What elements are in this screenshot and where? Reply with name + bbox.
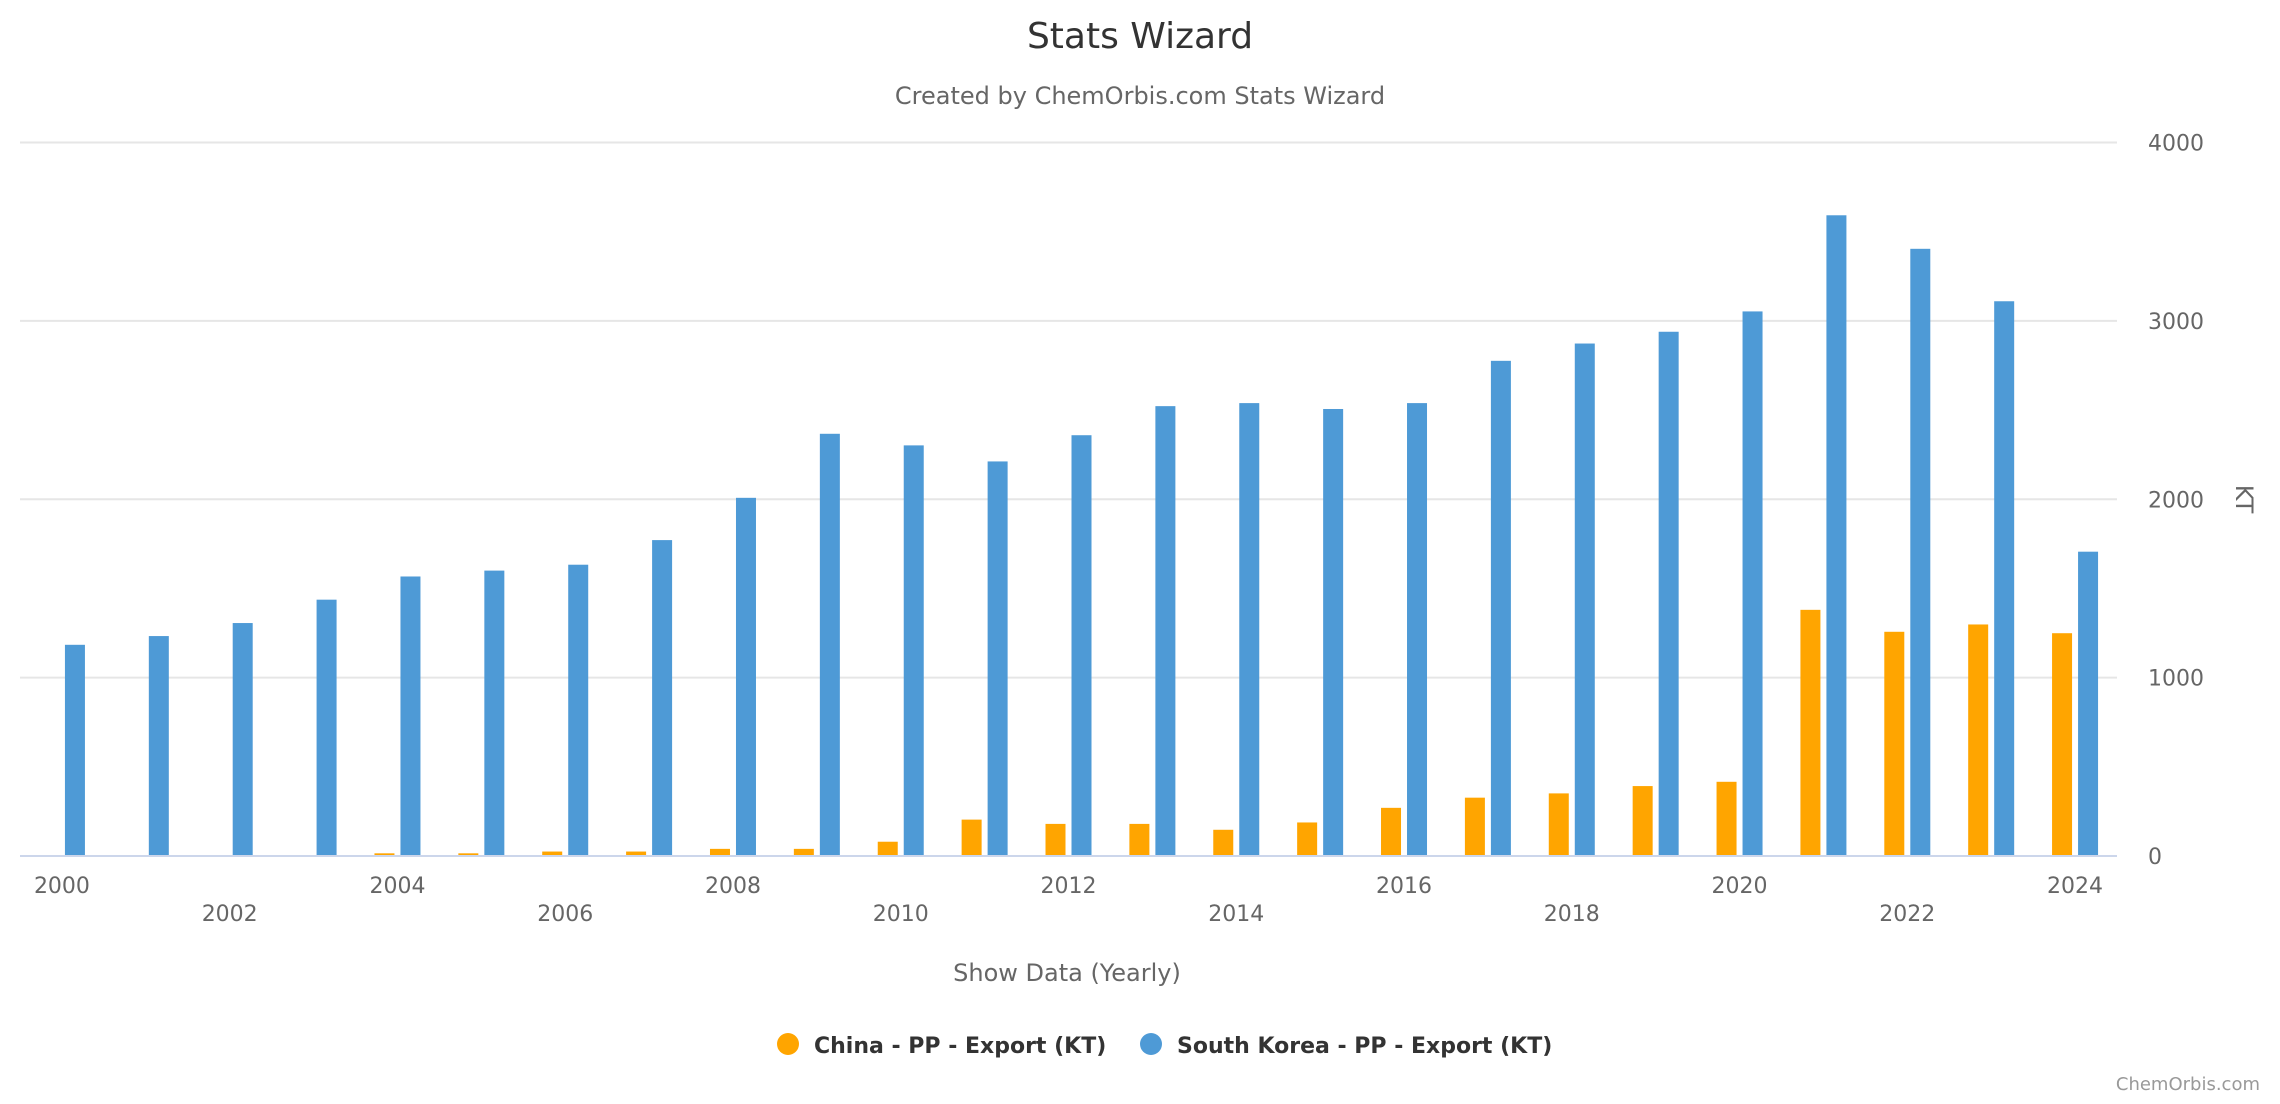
legend-item-china[interactable]: China - PP - Export (KT) <box>777 1033 1106 1059</box>
bar-china-2016[interactable] <box>1381 807 1402 856</box>
credit-link[interactable]: ChemOrbis.com <box>2116 1074 2260 1095</box>
bars[interactable] <box>64 215 2099 857</box>
bar-south-korea-2019[interactable] <box>1658 331 1679 857</box>
legend-label-china: China - PP - Export (KT) <box>814 1034 1106 1059</box>
bar-south-korea-2017[interactable] <box>1490 360 1511 856</box>
legend-item-south-korea[interactable]: South Korea - PP - Export (KT) <box>1140 1033 1552 1059</box>
x-axis-ticks: 2000 2002 2004 2006 2008 2010 2012 2014 2016 2018… <box>34 874 2103 927</box>
bar-south-korea-2000[interactable] <box>64 644 85 856</box>
bar-south-korea-2009[interactable] <box>819 433 840 856</box>
bar-south-korea-2006[interactable] <box>568 564 589 856</box>
legend-marker-china <box>777 1033 799 1055</box>
bar-south-korea-2011[interactable] <box>987 461 1008 856</box>
legend-marker-south-korea <box>1140 1033 1162 1055</box>
bar-south-korea-2005[interactable] <box>484 570 505 856</box>
chart-title: Stats Wizard <box>1027 16 1253 57</box>
chart-subtitle: Created by ChemOrbis.com Stats Wizard <box>895 82 1385 110</box>
bar-china-2004[interactable] <box>374 853 395 856</box>
bar-china-2023[interactable] <box>1968 624 1989 856</box>
y-tick-label: 1000 <box>2148 667 2204 692</box>
bar-south-korea-2008[interactable] <box>735 497 756 856</box>
bar-south-korea-2001[interactable] <box>148 636 169 856</box>
bar-south-korea-2015[interactable] <box>1323 408 1344 856</box>
bar-south-korea-2020[interactable] <box>1742 311 1763 856</box>
bar-china-2010[interactable] <box>877 841 898 856</box>
gridlines <box>20 141 2117 679</box>
bar-china-2005[interactable] <box>458 853 479 856</box>
bar-china-2021[interactable] <box>1800 609 1821 856</box>
bar-south-korea-2018[interactable] <box>1574 343 1595 856</box>
bar-south-korea-2010[interactable] <box>903 445 924 856</box>
bar-china-2014[interactable] <box>1213 829 1234 856</box>
x-tick-label: 2018 <box>1544 902 1600 927</box>
x-tick-label: 2006 <box>537 902 593 927</box>
x-tick-label: 2010 <box>873 902 929 927</box>
bar-china-2009[interactable] <box>793 848 814 856</box>
bar-south-korea-2003[interactable] <box>316 599 337 856</box>
bar-south-korea-2002[interactable] <box>232 623 253 856</box>
bar-south-korea-2014[interactable] <box>1239 403 1260 856</box>
bar-south-korea-2007[interactable] <box>652 540 673 856</box>
bar-south-korea-2024[interactable] <box>2078 551 2099 856</box>
x-tick-label: 2016 <box>1376 874 1432 899</box>
x-tick-label: 2002 <box>202 902 258 927</box>
bar-south-korea-2021[interactable] <box>1826 215 1847 857</box>
bar-china-2006[interactable] <box>542 851 563 856</box>
bar-china-2007[interactable] <box>626 851 647 856</box>
bar-china-2017[interactable] <box>1464 797 1485 856</box>
bar-china-2013[interactable] <box>1129 823 1150 856</box>
x-tick-label: 2024 <box>2047 874 2103 899</box>
x-axis-title: Show Data (Yearly) <box>953 959 1181 987</box>
bar-china-2015[interactable] <box>1297 822 1318 856</box>
legend-label-south-korea: South Korea - PP - Export (KT) <box>1177 1034 1552 1059</box>
x-tick-label: 2022 <box>1879 902 1935 927</box>
bar-china-2011[interactable] <box>961 819 982 856</box>
y-tick-label: 0 <box>2148 845 2162 870</box>
x-tick-label: 2008 <box>705 874 761 899</box>
bar-south-korea-2023[interactable] <box>1994 301 2015 856</box>
bar-china-2019[interactable] <box>1632 786 1653 856</box>
x-tick-label: 2014 <box>1208 902 1264 927</box>
y-tick-label: 4000 <box>2148 132 2204 157</box>
x-tick-label: 2020 <box>1712 874 1768 899</box>
bar-south-korea-2004[interactable] <box>400 576 421 856</box>
bar-south-korea-2013[interactable] <box>1155 406 1176 856</box>
bar-china-2020[interactable] <box>1716 781 1737 856</box>
x-tick-label: 2000 <box>34 874 90 899</box>
bar-china-2022[interactable] <box>1884 631 1905 856</box>
bar-south-korea-2016[interactable] <box>1407 403 1428 856</box>
bar-south-korea-2022[interactable] <box>1910 248 1931 856</box>
bar-china-2018[interactable] <box>1548 793 1569 856</box>
x-tick-label: 2012 <box>1041 874 1097 899</box>
y-axis-ticks: 0 1000 2000 3000 4000 <box>2148 132 2204 871</box>
bar-china-2024[interactable] <box>2052 633 2073 856</box>
y-tick-label: 2000 <box>2148 488 2204 513</box>
y-tick-label: 3000 <box>2148 310 2204 335</box>
y-axis-title: KT <box>2230 485 2258 514</box>
bar-china-2012[interactable] <box>1045 823 1066 856</box>
bar-china-2008[interactable] <box>709 848 730 856</box>
x-tick-label: 2004 <box>369 874 425 899</box>
bar-south-korea-2012[interactable] <box>1071 435 1092 856</box>
